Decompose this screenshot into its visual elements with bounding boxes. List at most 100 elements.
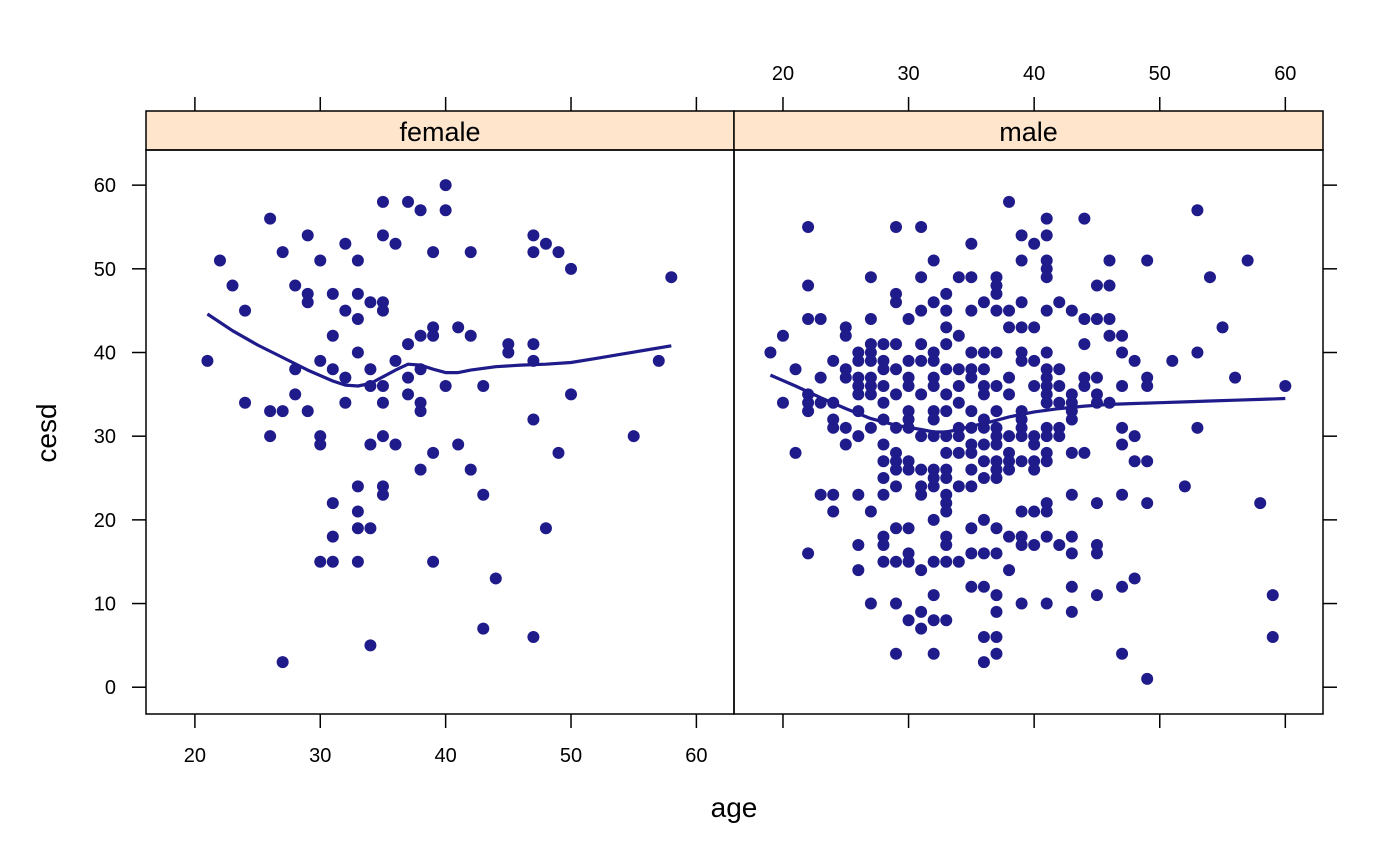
data-point bbox=[776, 329, 789, 342]
data-point bbox=[902, 522, 915, 535]
data-point bbox=[351, 505, 364, 518]
data-point bbox=[990, 304, 1003, 317]
y-tick-label: 60 bbox=[94, 175, 116, 197]
data-point bbox=[877, 354, 890, 367]
data-point bbox=[877, 488, 890, 501]
data-point bbox=[314, 430, 327, 443]
data-point bbox=[201, 354, 214, 367]
data-point bbox=[902, 555, 915, 568]
y-tick-label: 10 bbox=[94, 594, 116, 616]
data-point bbox=[527, 631, 540, 644]
data-point bbox=[902, 371, 915, 384]
data-point bbox=[389, 438, 402, 451]
data-point bbox=[276, 246, 289, 259]
data-point bbox=[864, 371, 877, 384]
data-point bbox=[839, 329, 852, 342]
data-point bbox=[1028, 321, 1041, 334]
data-point bbox=[927, 463, 940, 476]
data-point bbox=[1141, 455, 1154, 468]
y-tick-label: 20 bbox=[94, 510, 116, 532]
data-point bbox=[890, 446, 903, 459]
data-point bbox=[915, 220, 928, 233]
data-point bbox=[802, 547, 815, 560]
data-point bbox=[965, 304, 978, 317]
y-tick-label: 40 bbox=[94, 343, 116, 365]
data-point bbox=[1116, 421, 1129, 434]
data-point bbox=[1065, 304, 1078, 317]
data-point bbox=[877, 555, 890, 568]
data-point bbox=[990, 472, 1003, 485]
panel-frame-male bbox=[733, 149, 1324, 715]
data-point bbox=[902, 379, 915, 392]
data-point bbox=[952, 271, 965, 284]
data-point bbox=[1254, 497, 1267, 510]
data-point bbox=[1015, 321, 1028, 334]
data-point bbox=[1216, 321, 1229, 334]
data-point bbox=[915, 605, 928, 618]
data-point bbox=[1040, 396, 1053, 409]
data-point bbox=[1065, 580, 1078, 593]
data-point bbox=[952, 329, 965, 342]
data-point bbox=[1015, 430, 1028, 443]
data-point bbox=[351, 480, 364, 493]
data-point bbox=[940, 538, 953, 551]
data-point bbox=[965, 363, 978, 376]
data-point bbox=[977, 547, 990, 560]
data-point bbox=[927, 354, 940, 367]
data-point bbox=[1078, 446, 1091, 459]
data-point bbox=[1040, 346, 1053, 359]
data-point bbox=[802, 313, 815, 326]
data-point bbox=[965, 271, 978, 284]
data-point bbox=[940, 463, 953, 476]
data-point bbox=[1040, 421, 1053, 434]
data-point bbox=[1116, 329, 1129, 342]
data-point bbox=[1003, 321, 1016, 334]
data-point bbox=[1090, 589, 1103, 602]
data-point bbox=[339, 396, 352, 409]
data-point bbox=[1191, 421, 1204, 434]
data-point bbox=[264, 405, 277, 418]
data-point bbox=[802, 396, 815, 409]
data-point bbox=[1015, 455, 1028, 468]
data-point bbox=[1003, 455, 1016, 468]
data-point bbox=[314, 438, 327, 451]
data-point bbox=[552, 446, 565, 459]
x-tick-label: 30 bbox=[309, 745, 331, 767]
data-point bbox=[364, 363, 377, 376]
data-point bbox=[351, 522, 364, 535]
data-point bbox=[1028, 455, 1041, 468]
data-point bbox=[877, 455, 890, 468]
data-point bbox=[940, 488, 953, 501]
data-point bbox=[940, 472, 953, 485]
data-point bbox=[952, 555, 965, 568]
data-point bbox=[940, 287, 953, 300]
data-point bbox=[915, 463, 928, 476]
data-point bbox=[927, 555, 940, 568]
data-point bbox=[890, 220, 903, 233]
data-point bbox=[1040, 363, 1053, 376]
data-point bbox=[1103, 313, 1116, 326]
data-point bbox=[1266, 631, 1279, 644]
data-point bbox=[314, 354, 327, 367]
x-tick-label: 50 bbox=[560, 745, 582, 767]
data-point bbox=[364, 639, 377, 652]
data-point bbox=[1116, 580, 1129, 593]
data-point bbox=[1116, 438, 1129, 451]
data-point bbox=[977, 455, 990, 468]
data-point bbox=[839, 371, 852, 384]
y-tick-label: 0 bbox=[105, 677, 116, 699]
data-point bbox=[877, 530, 890, 543]
data-point bbox=[877, 396, 890, 409]
data-point bbox=[1141, 254, 1154, 267]
data-point bbox=[1028, 463, 1041, 476]
data-point bbox=[802, 220, 815, 233]
data-point bbox=[902, 455, 915, 468]
data-point bbox=[940, 446, 953, 459]
data-point bbox=[376, 195, 389, 208]
data-point bbox=[827, 488, 840, 501]
data-point bbox=[1178, 480, 1191, 493]
data-point bbox=[427, 555, 440, 568]
data-point bbox=[464, 463, 477, 476]
data-point bbox=[339, 237, 352, 250]
x-tick-label: 40 bbox=[435, 745, 457, 767]
